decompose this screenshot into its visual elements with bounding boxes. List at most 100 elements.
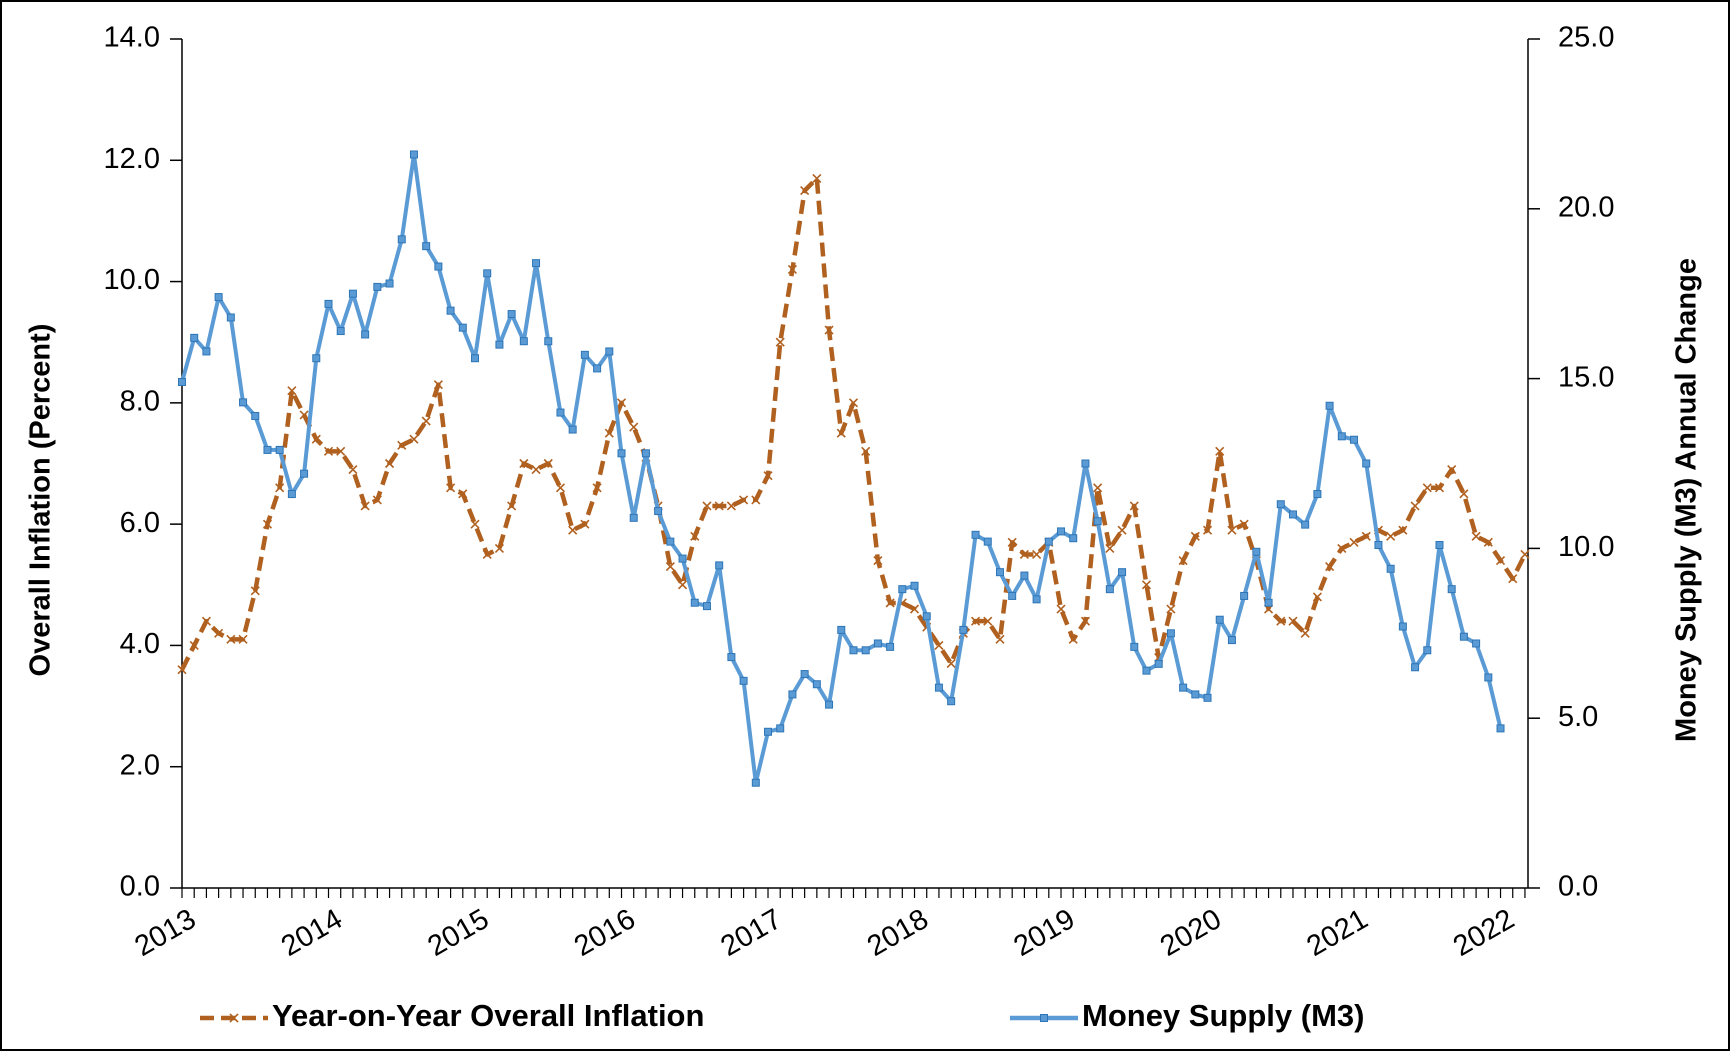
data-point — [202, 347, 211, 356]
data-point — [1362, 459, 1371, 468]
data-point — [433, 380, 443, 390]
data-point — [873, 555, 883, 566]
data-point — [1374, 541, 1383, 550]
data-point — [1117, 525, 1127, 535]
data-point — [1495, 555, 1506, 566]
series — [177, 173, 1530, 675]
data-point — [787, 264, 797, 275]
data-point — [934, 640, 944, 650]
data-point — [299, 410, 309, 420]
data-point — [983, 616, 993, 626]
data-point — [348, 464, 358, 475]
data-point — [947, 697, 956, 706]
y2-tick-label: 0.0 — [1558, 871, 1598, 903]
data-point — [287, 490, 296, 499]
data-point — [922, 612, 931, 621]
data-point — [336, 327, 345, 336]
data-point — [690, 598, 699, 607]
data-point — [519, 337, 528, 346]
data-point — [1398, 525, 1408, 535]
data-point — [1191, 690, 1200, 699]
data-point — [324, 299, 333, 308]
data-point — [1068, 634, 1078, 644]
data-point — [616, 398, 627, 408]
data-point — [1423, 646, 1432, 655]
data-point — [1130, 642, 1139, 651]
data-point — [1040, 1014, 1048, 1022]
data-point — [1178, 555, 1188, 566]
data-point — [593, 364, 602, 373]
data-point — [788, 690, 797, 699]
data-point — [1032, 595, 1041, 604]
data-point — [190, 333, 199, 342]
data-point — [348, 289, 357, 298]
data-point — [1300, 628, 1310, 638]
data-point — [751, 778, 760, 787]
data-point — [1166, 604, 1176, 614]
data-point — [470, 519, 480, 529]
data-point — [446, 306, 455, 315]
data-point — [397, 440, 407, 450]
data-point — [1093, 483, 1103, 493]
data-point — [995, 568, 1004, 577]
data-point — [1398, 622, 1407, 631]
data-point — [458, 323, 467, 332]
legend-label: Year-on-Year Overall Inflation — [272, 998, 704, 1033]
y-tick-label: 14.0 — [104, 22, 160, 54]
data-point — [1337, 432, 1346, 441]
data-point — [507, 501, 517, 511]
data-point — [1203, 693, 1212, 702]
data-point — [1240, 591, 1249, 600]
data-point — [495, 340, 504, 349]
y2-tick-label: 25.0 — [1558, 22, 1614, 54]
data-point — [1410, 501, 1420, 511]
data-point — [861, 446, 871, 456]
data-point — [1325, 562, 1335, 572]
data-point — [275, 483, 285, 493]
data-point — [751, 495, 761, 505]
data-point — [556, 408, 565, 417]
data-point — [226, 634, 236, 644]
data-point — [458, 489, 468, 499]
data-point — [1057, 527, 1066, 536]
data-point — [666, 537, 675, 546]
data-point — [507, 310, 516, 319]
data-point — [1227, 636, 1236, 645]
data-point — [665, 562, 675, 572]
data-point — [592, 483, 602, 493]
y-tick-label: 12.0 — [104, 143, 160, 175]
data-point — [483, 269, 492, 278]
data-point — [580, 519, 590, 529]
data-point — [373, 282, 382, 291]
data-point — [409, 150, 418, 159]
data-point — [580, 350, 589, 359]
data-point — [959, 625, 968, 634]
y-tick-label: 4.0 — [120, 628, 160, 660]
data-point — [763, 471, 773, 481]
data-point — [300, 469, 309, 478]
data-point — [1337, 543, 1347, 553]
data-point — [849, 646, 858, 655]
data-point — [1227, 525, 1237, 535]
data-point — [239, 398, 248, 407]
y-tick-label: 8.0 — [120, 386, 160, 418]
data-point — [361, 330, 370, 339]
data-point — [727, 653, 736, 662]
y2-tick-label: 15.0 — [1558, 361, 1614, 393]
data-point — [983, 537, 992, 546]
y-tick-label: 0.0 — [120, 871, 160, 903]
data-point — [995, 634, 1005, 644]
data-point — [848, 398, 859, 408]
data-point — [1435, 541, 1444, 550]
data-point — [422, 242, 431, 251]
data-point — [885, 598, 895, 608]
data-point — [568, 525, 578, 535]
data-point — [544, 337, 553, 346]
data-point — [1483, 537, 1493, 547]
data-point — [764, 727, 773, 736]
data-point — [229, 1013, 239, 1023]
data-point — [1313, 490, 1322, 499]
data-point — [287, 386, 297, 396]
data-point — [1459, 489, 1469, 499]
